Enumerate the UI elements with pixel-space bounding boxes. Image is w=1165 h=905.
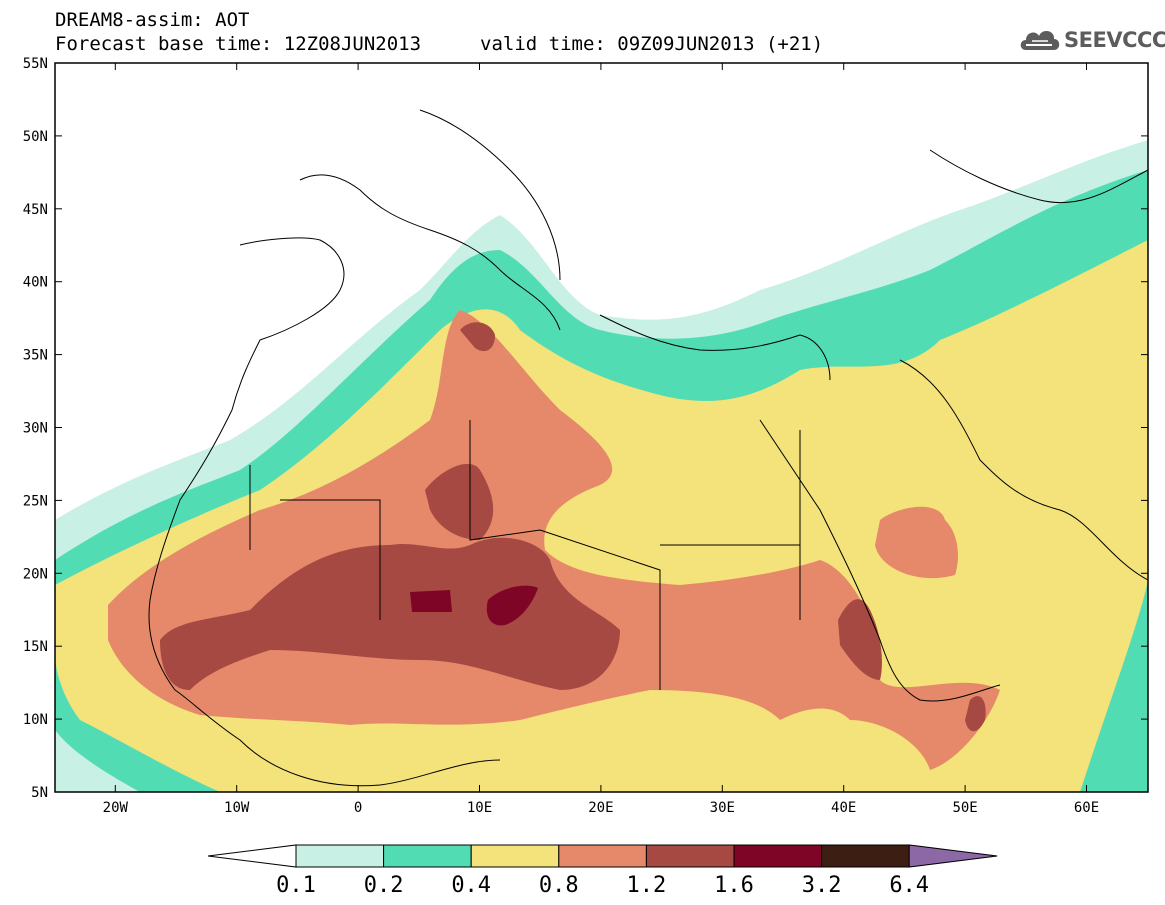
- colorbar-box: [821, 844, 910, 868]
- map-title: DREAM8-assim: AOT: [55, 9, 250, 31]
- colorbar-label: 3.2: [802, 873, 842, 898]
- lat-label: 10N: [23, 712, 48, 728]
- aot-band-0.8: [108, 310, 1000, 770]
- colorbar-box: [558, 844, 647, 868]
- colorbar-label: 0.2: [364, 873, 404, 898]
- colorbar-box: [645, 844, 735, 868]
- lon-label: 10E: [467, 800, 492, 816]
- lon-label: 20W: [103, 800, 129, 816]
- colorbar-box: [383, 844, 472, 868]
- aot-band-1.2-somalia: [965, 696, 986, 732]
- colorbar-label: 0.4: [451, 873, 491, 898]
- colorbar-label: 1.2: [627, 873, 667, 898]
- forecast-base-time: Forecast base time: 12Z08JUN2013: [55, 33, 422, 55]
- lat-label: 25N: [23, 493, 48, 509]
- lon-label: 40E: [831, 800, 856, 816]
- lon-label: 0: [354, 800, 362, 816]
- longitude-axis: 20W 10W 0 10E 20E 30E 40E 50E 60E: [103, 63, 1099, 816]
- lat-label: 55N: [23, 56, 48, 72]
- colorbar-label: 1.6: [714, 873, 754, 898]
- lon-label: 10W: [224, 800, 250, 816]
- colorbar-arrow-high: [908, 844, 998, 868]
- cloud-icon: [1020, 30, 1060, 50]
- aot-band-0.1-s: [55, 700, 120, 792]
- colorbar-label: 0.1: [276, 873, 316, 898]
- lon-label: 50E: [952, 800, 977, 816]
- lat-label: 30N: [23, 421, 48, 437]
- seevccc-logo: SEEVCCC: [1018, 24, 1165, 56]
- aot-band-1.2: [160, 537, 620, 690]
- aot-band-0.8-arabia: [875, 506, 958, 579]
- aot-field: [55, 63, 1148, 792]
- lon-label: 30E: [710, 800, 735, 816]
- lon-label: 60E: [1074, 800, 1099, 816]
- colorbar-box: [470, 844, 560, 868]
- aot-band-1.6-a: [410, 590, 452, 612]
- colorbar-arrow-low: [207, 844, 297, 868]
- aot-band-1.6-b: [486, 585, 538, 626]
- colorbar-box: [295, 844, 385, 868]
- logo-text: SEEVCCC: [1064, 28, 1165, 52]
- lat-label: 20N: [23, 566, 48, 582]
- lat-label: 35N: [23, 348, 48, 364]
- lat-label: 5N: [31, 785, 48, 801]
- lat-label: 15N: [23, 639, 48, 655]
- colorbar-box: [733, 844, 823, 868]
- aot-band-1.2-tunisia: [460, 322, 495, 352]
- aot-band-1.2-north: [425, 463, 494, 540]
- valid-time: valid time: 09Z09JUN2013 (+21): [480, 33, 824, 55]
- colorbar-label: 6.4: [889, 873, 929, 898]
- coastlines: [148, 109, 1148, 787]
- colorbar: 0.1 0.2 0.4 0.8 1.2 1.6 3.2 6.4: [207, 844, 998, 898]
- lat-label: 50N: [23, 129, 48, 145]
- colorbar-label: 0.8: [539, 873, 579, 898]
- lat-label: 40N: [23, 275, 48, 291]
- lat-label: 45N: [23, 202, 48, 218]
- lon-label: 20E: [588, 800, 613, 816]
- latitude-axis: 55N 50N 45N 40N 35N 30N 25N 20N 15N 10N 5N: [23, 56, 1148, 801]
